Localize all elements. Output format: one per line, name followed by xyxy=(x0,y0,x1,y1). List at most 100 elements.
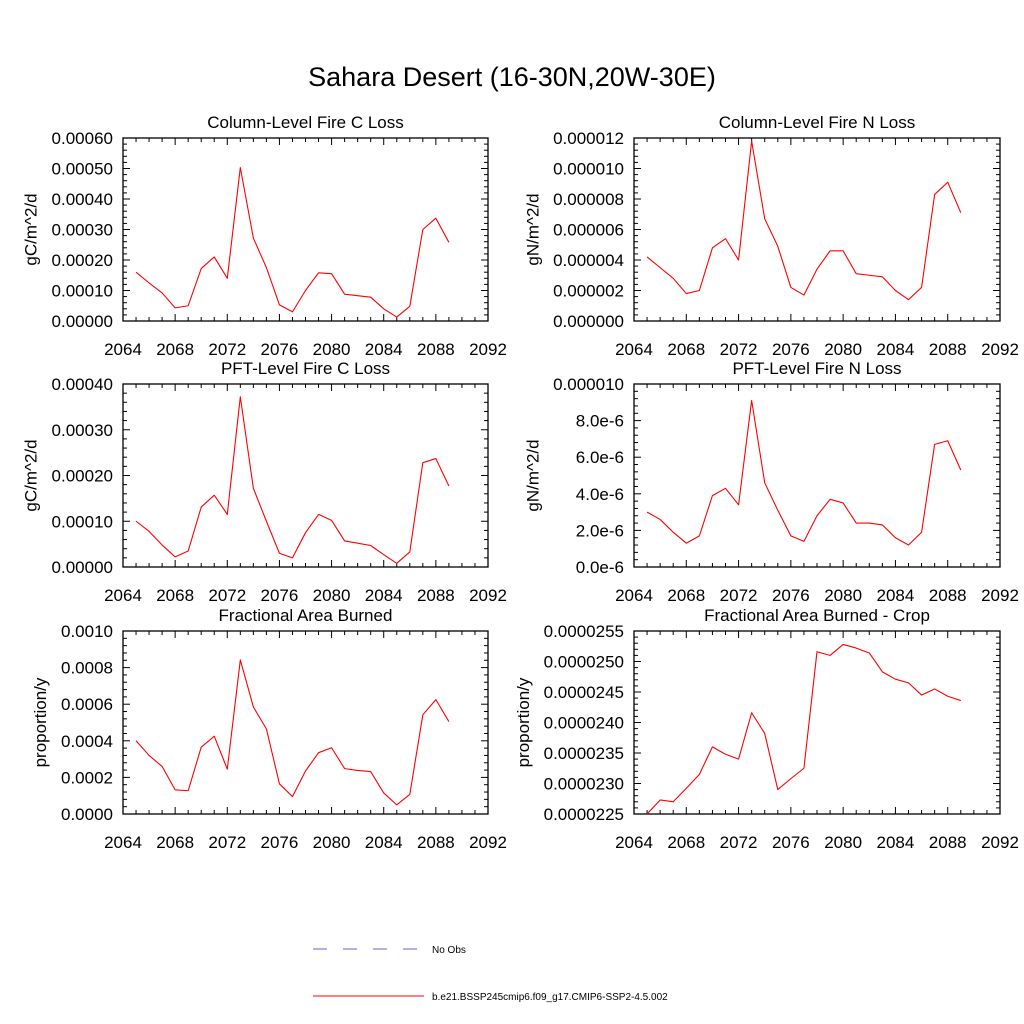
x-tick-label: 2092 xyxy=(469,340,507,359)
chart-panel-4: 2064 2068 2072 2076 2080 2084 2088 2092 0.0e-6 2.… xyxy=(523,359,1019,605)
x-tick-label: 2072 xyxy=(208,340,246,359)
y-axis-label: gN/m^2/d xyxy=(523,193,542,265)
x-tick-label: 2092 xyxy=(469,586,507,605)
y-tick-label: 0.0000 xyxy=(61,805,113,824)
chart-panel-2: 2064 2068 2072 2076 2080 2084 2088 2092 0.000000… xyxy=(523,113,1019,359)
series-line-1 xyxy=(646,399,962,546)
y-tick-label: 0.000008 xyxy=(553,190,624,209)
panel-title: PFT-Level Fire N Loss xyxy=(732,359,901,378)
panel-title: PFT-Level Fire C Loss xyxy=(221,359,390,378)
panel-title: Column-Level Fire N Loss xyxy=(719,113,916,132)
y-tick-label: 0.000010 xyxy=(553,375,624,394)
series-line-1 xyxy=(135,167,450,318)
y-tick-label: 0.00020 xyxy=(52,251,113,270)
x-tick-label: 2088 xyxy=(417,833,455,852)
chart-panel-5: 2064 2068 2072 2076 2080 2084 2088 2092 0.0000 0.… xyxy=(31,606,507,852)
plot-frame xyxy=(633,137,1001,322)
x-tick-label: 2088 xyxy=(417,586,455,605)
x-tick-label: 2076 xyxy=(261,586,299,605)
y-tick-label: 0.00000 xyxy=(52,312,113,331)
y-tick-label: 2.0e-6 xyxy=(576,521,624,540)
y-tick-label: 0.000004 xyxy=(553,251,624,270)
x-tick-label: 2076 xyxy=(261,340,299,359)
plot-frame xyxy=(122,630,489,815)
series-line-1 xyxy=(135,396,450,564)
y-tick-label: 0.00030 xyxy=(52,421,113,440)
y-tick-label: 0.0010 xyxy=(61,622,113,641)
chart-panel-1: 2064 2068 2072 2076 2080 2084 2088 2092 0.00000 0… xyxy=(22,113,507,359)
x-tick-label: 2080 xyxy=(824,586,862,605)
x-tick-label: 2068 xyxy=(156,340,194,359)
y-axis-label: proportion/y xyxy=(514,677,533,767)
x-tick-label: 2064 xyxy=(615,586,653,605)
x-tick-label: 2072 xyxy=(720,340,758,359)
y-tick-label: 0.0008 xyxy=(61,659,113,678)
x-tick-label: 2064 xyxy=(104,833,142,852)
y-tick-label: 0.00030 xyxy=(52,221,113,240)
x-tick-label: 2084 xyxy=(877,586,915,605)
plot-frame xyxy=(122,383,489,568)
y-axis-label: gC/m^2/d xyxy=(22,439,41,511)
y-tick-label: 0.0000225 xyxy=(544,805,624,824)
y-tick-label: 0.00000 xyxy=(52,558,113,577)
y-tick-label: 4.0e-6 xyxy=(576,485,624,504)
y-tick-label: 0.00060 xyxy=(52,129,113,148)
x-tick-label: 2068 xyxy=(667,833,705,852)
x-tick-label: 2068 xyxy=(156,833,194,852)
x-tick-label: 2072 xyxy=(208,586,246,605)
x-tick-label: 2064 xyxy=(615,833,653,852)
x-tick-label: 2088 xyxy=(417,340,455,359)
y-tick-label: 0.0000230 xyxy=(544,775,624,794)
y-tick-label: 0.000002 xyxy=(553,282,624,301)
plot-frame xyxy=(122,137,489,322)
x-tick-label: 2072 xyxy=(720,586,758,605)
x-tick-label: 2084 xyxy=(365,586,403,605)
x-tick-label: 2076 xyxy=(772,586,810,605)
x-tick-label: 2064 xyxy=(104,340,142,359)
y-axis-label: proportion/y xyxy=(31,677,50,767)
x-tick-label: 2080 xyxy=(313,340,351,359)
x-tick-label: 2088 xyxy=(929,340,967,359)
y-tick-label: 0.000012 xyxy=(553,129,624,148)
x-tick-label: 2080 xyxy=(313,586,351,605)
y-tick-label: 0.0004 xyxy=(61,732,113,751)
x-tick-label: 2076 xyxy=(772,833,810,852)
y-tick-label: 0.000006 xyxy=(553,221,624,240)
y-tick-label: 0.0002 xyxy=(61,768,113,787)
x-tick-label: 2084 xyxy=(877,340,915,359)
x-tick-label: 2072 xyxy=(208,833,246,852)
x-tick-label: 2072 xyxy=(720,833,758,852)
x-tick-label: 2068 xyxy=(667,586,705,605)
x-tick-label: 2080 xyxy=(824,833,862,852)
legend-label-2: b.e21.BSSP245cmip6.f09_g17.CMIP6-SSP2-4.… xyxy=(432,992,668,1003)
plot-frame xyxy=(633,383,1001,568)
y-tick-label: 0.0006 xyxy=(61,695,113,714)
y-tick-label: 0.00010 xyxy=(52,282,113,301)
x-tick-label: 2076 xyxy=(772,340,810,359)
x-tick-label: 2068 xyxy=(667,340,705,359)
y-tick-label: 0.0000235 xyxy=(544,744,624,763)
y-tick-label: 0.0000240 xyxy=(544,714,624,733)
x-tick-label: 2080 xyxy=(313,833,351,852)
y-tick-label: 0.00050 xyxy=(52,160,113,179)
panel-title: Column-Level Fire C Loss xyxy=(207,113,404,132)
x-tick-label: 2076 xyxy=(261,833,299,852)
series-line-1 xyxy=(646,140,962,301)
x-tick-label: 2064 xyxy=(104,586,142,605)
panel-title: Fractional Area Burned xyxy=(219,606,393,625)
y-tick-label: 0.00040 xyxy=(52,190,113,209)
y-tick-label: 0.00040 xyxy=(52,375,113,394)
y-tick-label: 0.00020 xyxy=(52,467,113,486)
x-tick-label: 2084 xyxy=(365,340,403,359)
x-tick-label: 2088 xyxy=(929,833,967,852)
panel-title: Fractional Area Burned - Crop xyxy=(704,606,930,625)
y-axis-label: gN/m^2/d xyxy=(523,439,542,511)
y-tick-label: 0.000000 xyxy=(553,312,624,331)
chart-panel-3: 2064 2068 2072 2076 2080 2084 2088 2092 0.00000 0… xyxy=(22,359,507,605)
plot-frame xyxy=(633,630,1001,815)
chart-panel-6: 2064 2068 2072 2076 2080 2084 2088 2092 0.000022… xyxy=(514,606,1019,852)
figure-title: Sahara Desert (16-30N,20W-30E) xyxy=(308,62,716,92)
y-tick-label: 0.0000250 xyxy=(544,653,624,672)
